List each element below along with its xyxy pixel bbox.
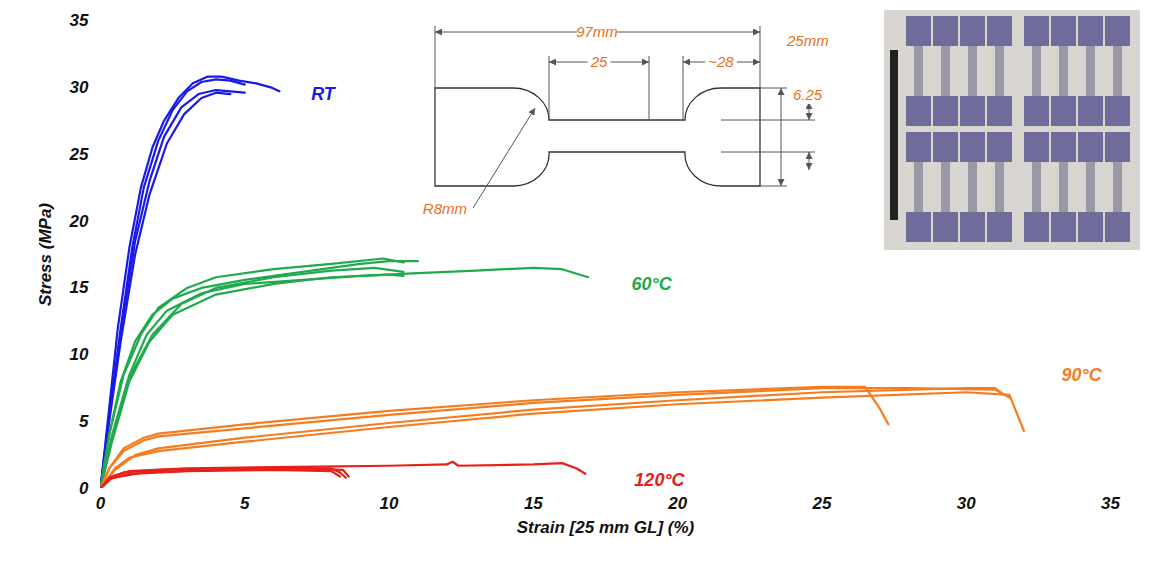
svg-text:35: 35 bbox=[1101, 494, 1120, 513]
svg-text:10: 10 bbox=[70, 345, 89, 364]
svg-text:0: 0 bbox=[96, 494, 106, 513]
svg-text:25: 25 bbox=[811, 494, 831, 513]
svg-text:R8mm: R8mm bbox=[423, 200, 467, 217]
svg-text:30: 30 bbox=[70, 78, 89, 97]
svg-text:RT: RT bbox=[311, 84, 337, 104]
svg-text:60°C: 60°C bbox=[631, 274, 672, 294]
svg-text:35: 35 bbox=[70, 11, 89, 30]
svg-text:6.25: 6.25 bbox=[793, 86, 823, 103]
svg-text:25: 25 bbox=[69, 145, 89, 164]
svg-text:5: 5 bbox=[79, 412, 89, 431]
svg-text:Strain [25 mm GL] (%): Strain [25 mm GL] (%) bbox=[517, 518, 695, 537]
svg-text:120°C: 120°C bbox=[634, 470, 685, 490]
svg-text:10: 10 bbox=[380, 494, 399, 513]
svg-text:5: 5 bbox=[240, 494, 250, 513]
svg-text:90°C: 90°C bbox=[1061, 365, 1102, 385]
svg-text:15: 15 bbox=[524, 494, 543, 513]
svg-text:15: 15 bbox=[70, 278, 89, 297]
svg-text:25: 25 bbox=[590, 53, 608, 70]
svg-text:30: 30 bbox=[957, 494, 976, 513]
svg-text:97mm: 97mm bbox=[576, 23, 618, 40]
svg-text:Stress (MPa): Stress (MPa) bbox=[36, 203, 55, 306]
svg-text:0: 0 bbox=[79, 479, 89, 498]
svg-text:~28: ~28 bbox=[708, 53, 734, 70]
svg-text:20: 20 bbox=[667, 494, 687, 513]
svg-text:20: 20 bbox=[69, 212, 89, 231]
svg-text:25mm: 25mm bbox=[786, 32, 829, 49]
